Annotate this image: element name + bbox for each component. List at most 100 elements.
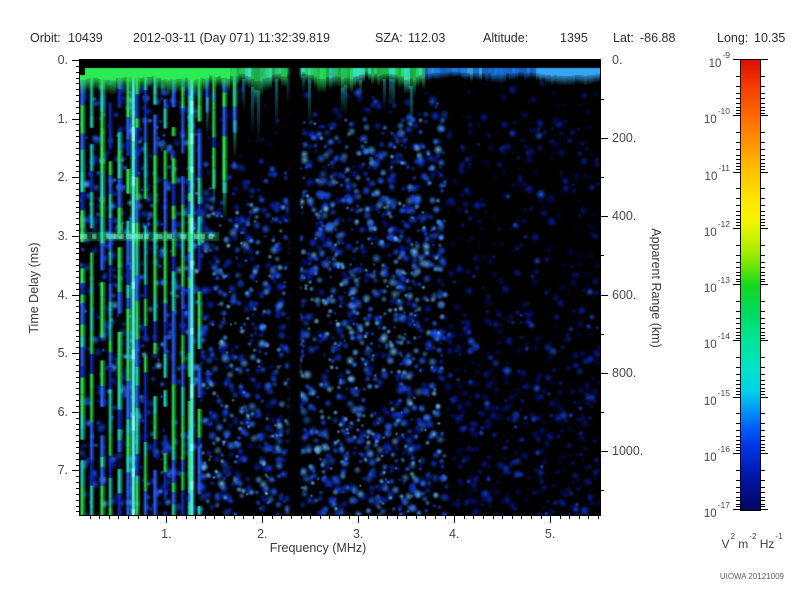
tick-mark [252,515,254,519]
credit-label: UIOWA 20121009 [719,572,784,581]
tick-mark [214,515,216,519]
orbit-value: 10439 [68,31,103,45]
tick-mark [444,515,446,519]
tick-mark [166,515,168,523]
y-tick-label: 2. [57,170,68,185]
x-tick-label: 2. [257,527,268,541]
tick-mark [761,413,765,415]
tick-mark [761,75,765,77]
tick-mark [761,327,765,329]
tick-mark [377,515,379,519]
tick-mark [271,515,273,519]
tick-mark [761,479,765,481]
tick-mark [559,515,561,519]
tick-mark [761,261,765,263]
lat-label: Lat: [613,31,634,45]
tick-mark [761,198,765,200]
tick-mark [291,515,293,519]
tick-mark [600,333,604,335]
tick-mark [511,515,513,519]
y-tick-label: 3. [57,228,68,243]
tick-mark [600,99,604,101]
tick-mark [761,215,765,217]
long-value: 10.35 [754,31,786,45]
tick-mark [569,515,571,519]
tick-mark [319,515,321,519]
tick-mark [600,216,608,218]
tick-mark [761,492,765,494]
tick-mark [761,244,765,246]
tick-mark [300,515,302,519]
tick-mark [761,271,765,273]
tick-mark [761,154,765,156]
tick-mark [89,515,91,519]
tick-mark [137,515,139,519]
tick-mark [761,102,765,104]
tick-mark [72,411,80,413]
tick-mark [761,98,765,100]
tick-mark [530,515,532,519]
colorbar-tick-label: 10-13 [703,275,730,295]
tick-mark [473,515,475,519]
tick-mark [733,171,740,173]
colorbar-tick-label: 10-9 [708,50,730,70]
tick-mark [733,227,740,229]
tick-mark [761,391,765,393]
tick-mark [550,515,552,519]
tick-mark [415,515,417,519]
tick-mark [310,515,312,519]
tick-mark [406,515,408,519]
tick-mark [348,515,350,519]
tick-mark [761,227,768,229]
tick-mark [281,515,283,519]
y-tick-label: 1. [57,111,68,126]
tick-mark [761,59,768,60]
tick-mark [72,235,80,237]
tick-mark [396,515,398,519]
range-tick-label: 200. [612,131,637,146]
tick-mark [454,515,456,519]
tick-mark [761,503,765,505]
tick-mark [761,367,765,369]
y-tick-label: 6. [57,404,68,419]
y-tick-label: 0. [57,53,68,67]
tick-mark [108,515,110,519]
tick-mark [358,515,360,519]
tick-mark [521,515,523,519]
tick-mark [733,284,740,285]
y-axis-title-right: Apparent Range (km) [649,228,663,348]
y-axis-title-left: Time Delay (ms) [27,242,41,334]
lat-value: -86.88 [640,31,676,45]
tick-mark [733,340,740,342]
colorbar-tick-label: 10-11 [704,162,730,183]
tick-mark [761,469,765,471]
tick-mark [482,515,484,519]
tick-mark [761,384,765,386]
long-label: Long: [717,31,749,45]
tick-mark [118,515,120,519]
tick-mark [761,171,768,173]
datetime-value: 2012-03-11 (Day 071) 11:32:39.819 [133,31,330,45]
colorbar-gradient [740,59,761,511]
tick-mark [733,396,740,398]
tick-mark [761,310,765,312]
tick-mark [761,334,765,336]
tick-mark [600,138,608,140]
y-tick-label: 7. [57,463,68,478]
tick-mark [761,115,768,117]
tick-mark [387,515,388,519]
tick-mark [243,515,245,519]
colorbar-units-label: V2 m-2 Hz-1 [721,532,783,551]
tick-mark [761,340,768,342]
tick-mark [761,450,765,452]
tick-mark [761,281,765,283]
tick-mark [761,222,765,224]
tick-mark [761,509,768,510]
tick-mark [761,452,768,454]
tick-mark [72,177,80,179]
tick-mark [761,317,765,319]
tick-mark [72,118,80,120]
tick-mark [733,115,740,117]
tick-mark [761,430,765,432]
tick-mark [99,515,101,519]
